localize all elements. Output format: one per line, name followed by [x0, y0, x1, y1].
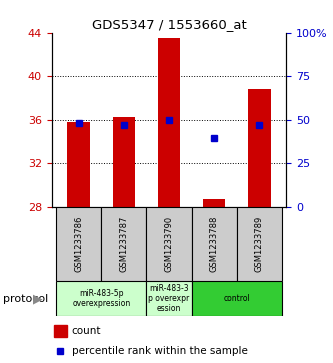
Bar [56, 281, 147, 316]
Text: control: control [223, 294, 250, 303]
Bar [203, 199, 225, 207]
Bar [67, 122, 90, 207]
Bar [191, 281, 282, 316]
Bar [56, 207, 101, 281]
Text: GSM1233787: GSM1233787 [119, 216, 128, 272]
Text: GSM1233788: GSM1233788 [210, 216, 219, 272]
Bar [147, 281, 191, 316]
Bar [191, 207, 237, 281]
Bar [248, 89, 271, 207]
Text: count: count [72, 326, 101, 336]
Text: percentile rank within the sample: percentile rank within the sample [72, 346, 247, 356]
Bar [101, 207, 147, 281]
Text: GSM1233790: GSM1233790 [165, 216, 173, 272]
Text: miR-483-5p
overexpression: miR-483-5p overexpression [72, 289, 131, 308]
Text: miR-483-3
p overexpr
ession: miR-483-3 p overexpr ession [149, 284, 189, 314]
Title: GDS5347 / 1553660_at: GDS5347 / 1553660_at [92, 19, 246, 32]
Bar [113, 117, 135, 207]
Text: ▶: ▶ [33, 292, 42, 305]
Bar [147, 207, 191, 281]
Text: protocol: protocol [3, 294, 49, 303]
Bar [54, 325, 67, 337]
Text: GSM1233789: GSM1233789 [255, 216, 264, 272]
Bar [158, 38, 180, 207]
Text: GSM1233786: GSM1233786 [74, 216, 83, 272]
Bar [237, 207, 282, 281]
